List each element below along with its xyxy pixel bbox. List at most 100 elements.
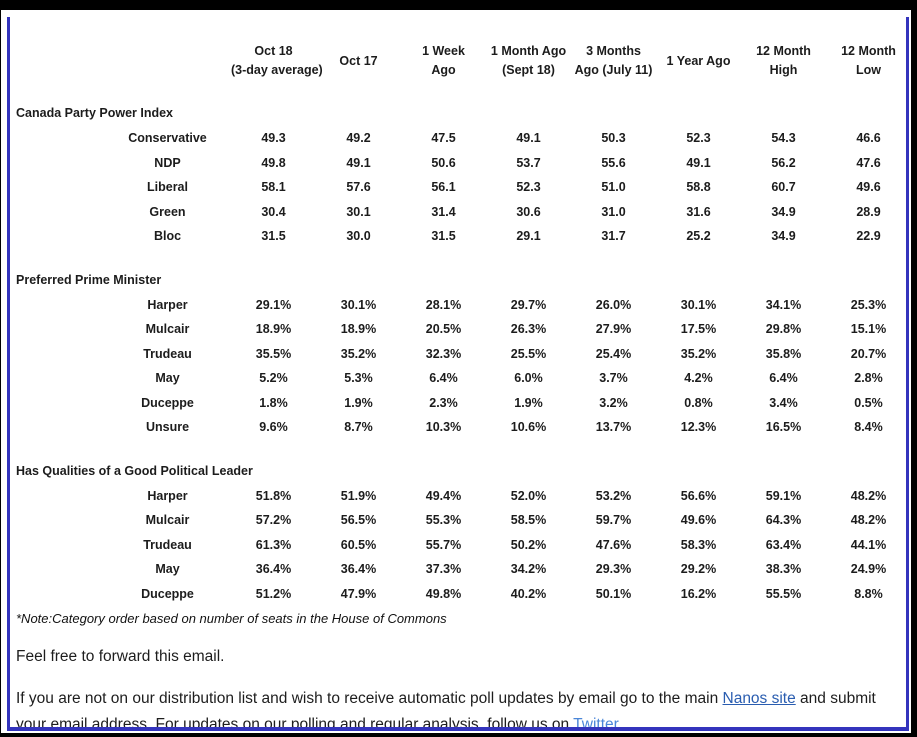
email-footer: Feel free to forward this email. If you …: [16, 648, 906, 731]
table-cell: 30.6: [516, 204, 541, 219]
table-cell: 26.3%: [510, 322, 547, 337]
table-cell: 58.8: [686, 180, 711, 195]
email-body: Oct 18 (3-day average) Oct 17 1 Week: [1, 10, 911, 733]
column-header: Oct 17: [316, 36, 401, 94]
table-cell: 1.8%: [259, 395, 288, 410]
table-cell: 0.8%: [684, 395, 713, 410]
row-label: Unsure: [145, 420, 190, 435]
table-cell: 2.8%: [854, 371, 883, 386]
row-label: Conservative: [128, 131, 207, 146]
table-cell: 52.3: [686, 131, 711, 146]
table-row: Harper 51.8% 51.9% 49.4% 52.0% 53.2% 56.…: [16, 484, 906, 509]
table-cell: 30.1: [346, 204, 371, 219]
table-cell: 54.3: [771, 131, 796, 146]
footnote-row: *Note:Category order based on number of …: [16, 606, 906, 626]
table-cell: 46.6: [856, 131, 881, 146]
table-cell: 49.6%: [680, 513, 717, 528]
table-cell: 31.6: [686, 204, 711, 219]
row-label: Harper: [147, 488, 188, 503]
twitter-link[interactable]: Twitter.: [573, 715, 623, 731]
table-cell: 31.7: [601, 229, 626, 244]
table-cell: 56.5%: [340, 513, 377, 528]
table-cell: 28.9: [856, 204, 881, 219]
table-cell: 8.8%: [854, 586, 883, 601]
table-cell: 37.3%: [425, 562, 462, 577]
row-label: May: [155, 562, 180, 577]
table-cell: 58.1: [261, 180, 286, 195]
table-cell: 9.6%: [259, 420, 288, 435]
table-cell: 22.9: [856, 229, 881, 244]
table-row: Duceppe 1.8% 1.9% 2.3% 1.9% 3.2% 0.8% 3.…: [16, 391, 906, 416]
table-row: Conservative 49.3 49.2 47.5 49.1 50.3 52…: [16, 126, 906, 151]
table-cell: 24.9%: [850, 562, 887, 577]
column-header-line2: Low: [856, 63, 881, 77]
table-row: Liberal 58.1 57.6 56.1 52.3 51.0 58.8 60…: [16, 175, 906, 200]
table-cell: 15.1%: [850, 322, 887, 337]
table-cell: 18.9%: [255, 322, 292, 337]
table-cell: 49.1: [686, 155, 711, 170]
column-header-line1: 12 Month: [756, 44, 811, 58]
column-header: 1 Year Ago: [656, 36, 741, 94]
table-cell: 36.4%: [340, 562, 377, 577]
column-header-line2: High: [769, 63, 798, 77]
section-party-power-index: Canada Party Power Index Conservative 49…: [16, 94, 906, 249]
quoted-content-frame: Oct 18 (3-day average) Oct 17 1 Week: [7, 17, 909, 731]
row-label: Trudeau: [143, 537, 192, 552]
label-column-header: [16, 36, 231, 94]
table-cell: 5.3%: [344, 371, 373, 386]
table-cell: 25.3%: [850, 297, 887, 312]
table-cell: 58.5%: [510, 513, 547, 528]
table-cell: 47.6%: [595, 537, 632, 552]
table-cell: 16.2%: [680, 586, 717, 601]
nanos-site-link[interactable]: Nanos site: [722, 690, 796, 707]
table-row: NDP 49.8 49.1 50.6 53.7 55.6 49.1 56.2 4…: [16, 151, 906, 176]
section-title-row: Canada Party Power Index: [16, 94, 906, 126]
column-header-line1: 1 Week: [422, 44, 465, 58]
table-cell: 38.3%: [765, 562, 802, 577]
table-cell: 40.2%: [510, 586, 547, 601]
table-cell: 32.3%: [425, 346, 462, 361]
column-header-line1: 1 Month Ago: [490, 44, 567, 58]
table-cell: 3.4%: [769, 395, 798, 410]
row-label: Liberal: [147, 180, 188, 195]
table-cell: 51.8%: [255, 488, 292, 503]
distribution-paragraph: If you are not on our distribution list …: [16, 686, 902, 731]
table-row: Mulcair 57.2% 56.5% 55.3% 58.5% 59.7% 49…: [16, 508, 906, 533]
table-cell: 20.5%: [425, 322, 462, 337]
table-cell: 52.3: [516, 180, 541, 195]
table-cell: 29.8%: [765, 322, 802, 337]
table-cell: 49.1: [346, 155, 371, 170]
table-cell: 55.3%: [425, 513, 462, 528]
table-cell: 58.3%: [680, 537, 717, 552]
table-cell: 60.7: [771, 180, 796, 195]
column-header: Oct 18 (3-day average): [231, 36, 323, 94]
table-cell: 50.2%: [510, 537, 547, 552]
table-cell: 49.3: [261, 131, 286, 146]
table-cell: 56.6%: [680, 488, 717, 503]
table-row: Green 30.4 30.1 31.4 30.6 31.0 31.6 34.9…: [16, 200, 906, 225]
table-cell: 49.2: [346, 131, 371, 146]
section-title: Canada Party Power Index: [16, 106, 174, 120]
table-cell: 59.7%: [595, 513, 632, 528]
table-cell: 10.3%: [425, 420, 462, 435]
table-cell: 1.9%: [344, 395, 373, 410]
column-header-line2: (Sept 18): [502, 63, 555, 77]
row-label: NDP: [154, 155, 181, 170]
table-cell: 49.8: [261, 155, 286, 170]
table-cell: 53.7: [516, 155, 541, 170]
table-cell: 50.3: [601, 131, 626, 146]
row-label: Trudeau: [143, 346, 192, 361]
row-label: Mulcair: [145, 322, 190, 337]
row-label: Harper: [147, 297, 188, 312]
table-cell: 51.9%: [340, 488, 377, 503]
table-cell: 34.9: [771, 229, 796, 244]
section-title: Preferred Prime Minister: [16, 272, 162, 287]
table-cell: 56.1: [431, 180, 456, 195]
table-cell: 30.1%: [340, 297, 377, 312]
table-cell: 31.5: [431, 229, 456, 244]
table-cell: 35.2%: [340, 346, 377, 361]
table-cell: 12.3%: [680, 420, 717, 435]
distribution-text-1: If you are not on our distribution list …: [16, 690, 723, 707]
table-footnote-section: *Note:Category order based on number of …: [16, 606, 906, 626]
table-cell: 29.1: [516, 229, 541, 244]
